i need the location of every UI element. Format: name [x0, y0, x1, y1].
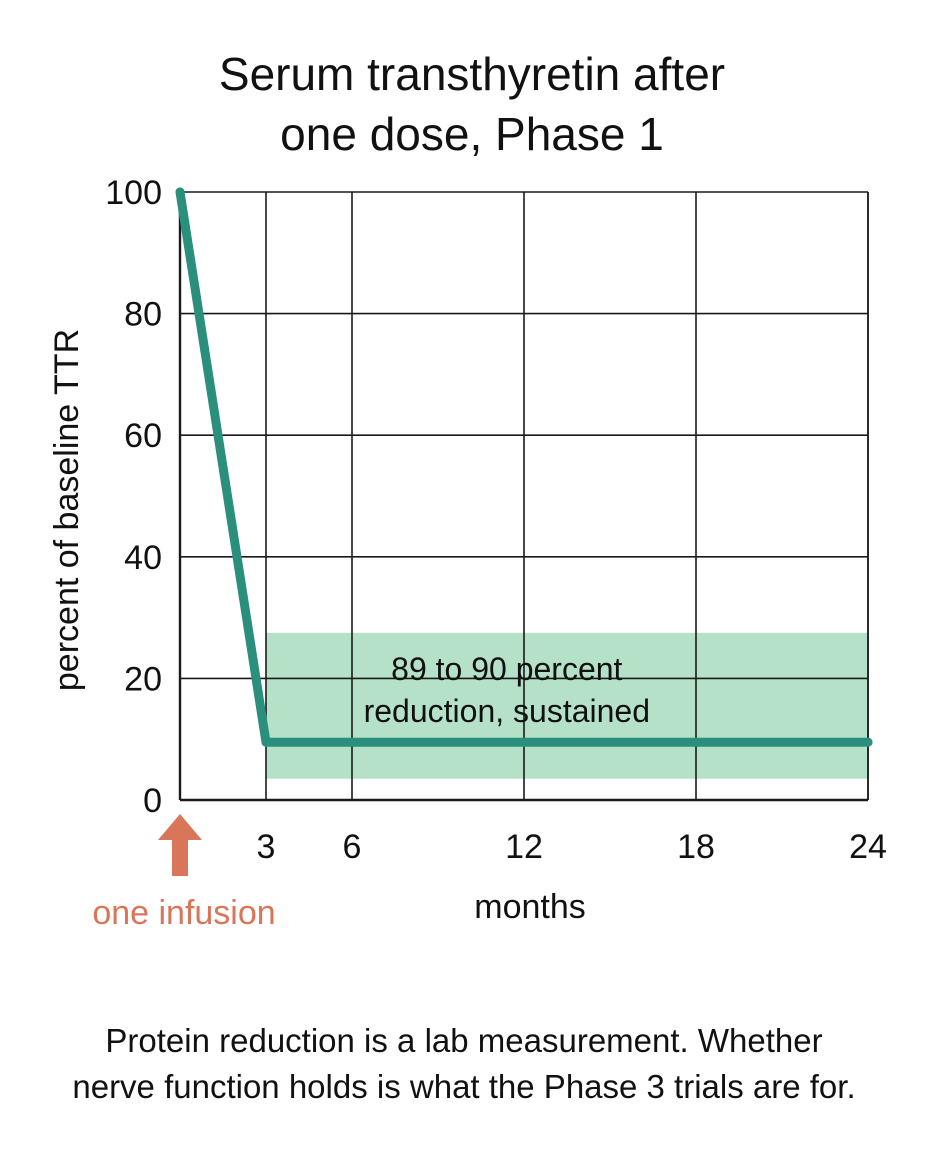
infusion-marker-label: one infusion	[92, 894, 275, 932]
band-label-line-2: reduction, sustained	[364, 693, 650, 729]
y-tick-label-80: 80	[124, 296, 162, 334]
y-tick-label-20: 20	[124, 660, 162, 698]
footnote: Protein reduction is a lab measurement. …	[0, 1018, 928, 1110]
footnote-line-1: Protein reduction is a lab measurement. …	[105, 1022, 823, 1059]
chart-title-line-1: Serum transthyretin after	[219, 48, 725, 100]
chart-title-line-2: one dose, Phase 1	[280, 108, 664, 160]
x-tick-label-18: 18	[677, 828, 715, 866]
data-point-0-1	[261, 737, 271, 747]
y-tick-label-60: 60	[124, 417, 162, 455]
series-layer	[175, 187, 873, 747]
y-axis-label: percent of baseline TTR	[48, 329, 86, 691]
x-tick-label-24: 24	[849, 828, 887, 866]
band-label-line-1: 89 to 90 percent	[391, 651, 622, 687]
infusion-marker-layer: one infusion	[92, 814, 276, 932]
y-tick-label-100: 100	[105, 174, 162, 212]
x-tick-label-3: 3	[257, 828, 276, 866]
y-tick-label-40: 40	[124, 539, 162, 577]
band-label-layer: 89 to 90 percent reduction, sustained	[364, 651, 650, 729]
x-axis-label: months	[474, 888, 586, 926]
reduction-band	[266, 632, 868, 779]
footnote-line-2: nerve function holds is what the Phase 3…	[72, 1068, 856, 1105]
data-point-0-2	[863, 737, 873, 747]
y-tick-label-0: 0	[143, 782, 162, 820]
data-point-0-0	[175, 187, 185, 197]
tick-label-layer: 0 20 40 60 80 100 3 6 12 18 24	[105, 174, 887, 866]
x-tick-label-6: 6	[343, 828, 362, 866]
reduction-band-layer	[266, 632, 868, 779]
grid-layer	[178, 191, 869, 802]
x-tick-label-12: 12	[505, 828, 543, 866]
up-arrow-icon	[158, 814, 202, 876]
